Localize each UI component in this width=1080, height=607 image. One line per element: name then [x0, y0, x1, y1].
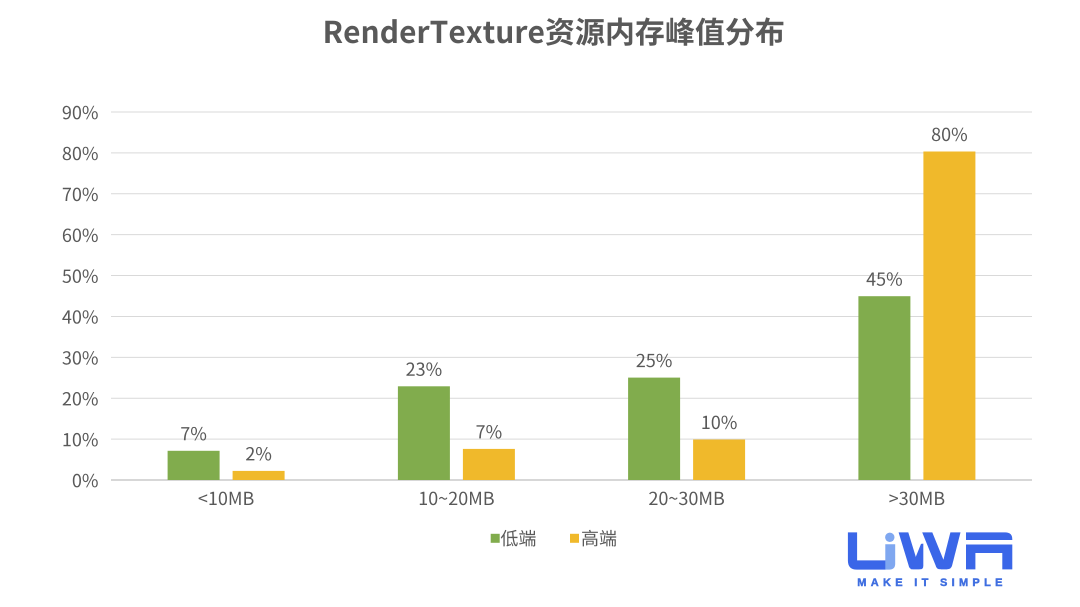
svg-text:MAKE IT SIMPLE: MAKE IT SIMPLE: [857, 577, 1006, 589]
